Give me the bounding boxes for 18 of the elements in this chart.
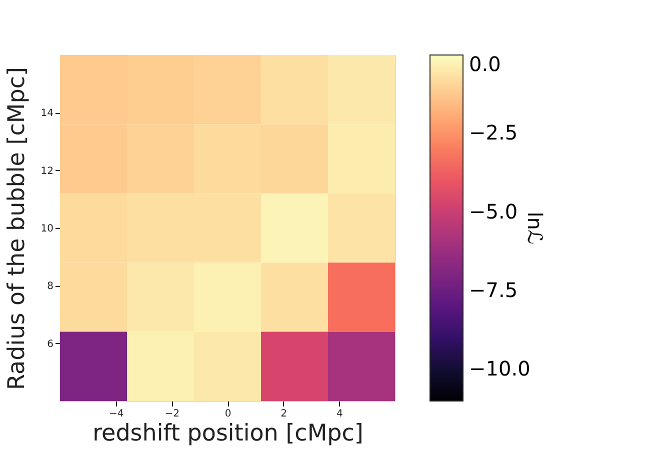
x-tick-label: −4: [108, 408, 124, 420]
y-tick-label: 12: [40, 166, 54, 177]
y-tick-label: 10: [40, 224, 54, 234]
x-tick-label: 4: [336, 408, 343, 420]
y-tick-label: 8: [47, 281, 54, 292]
x-axis-title: redshift position [cMpc]: [92, 420, 364, 446]
x-tick-label: 0: [224, 408, 232, 420]
color-bar-label: 0.0: [469, 52, 501, 76]
x-tick-label: −2: [164, 408, 180, 420]
color-bar-label: −2.5: [469, 120, 518, 145]
color-bar-title: lnℒ: [523, 212, 547, 244]
x-tick-label: 2: [280, 408, 288, 420]
color-bar-label: −5.0: [469, 199, 518, 224]
y-tick-label: 6: [47, 338, 54, 350]
color-bar-label: −10.0: [469, 356, 530, 381]
color-bar-label: −7.5: [469, 278, 518, 302]
y-tick-label: 14: [40, 108, 54, 120]
y-axis-title: Radius of the bubble [cMpc]: [4, 67, 30, 390]
